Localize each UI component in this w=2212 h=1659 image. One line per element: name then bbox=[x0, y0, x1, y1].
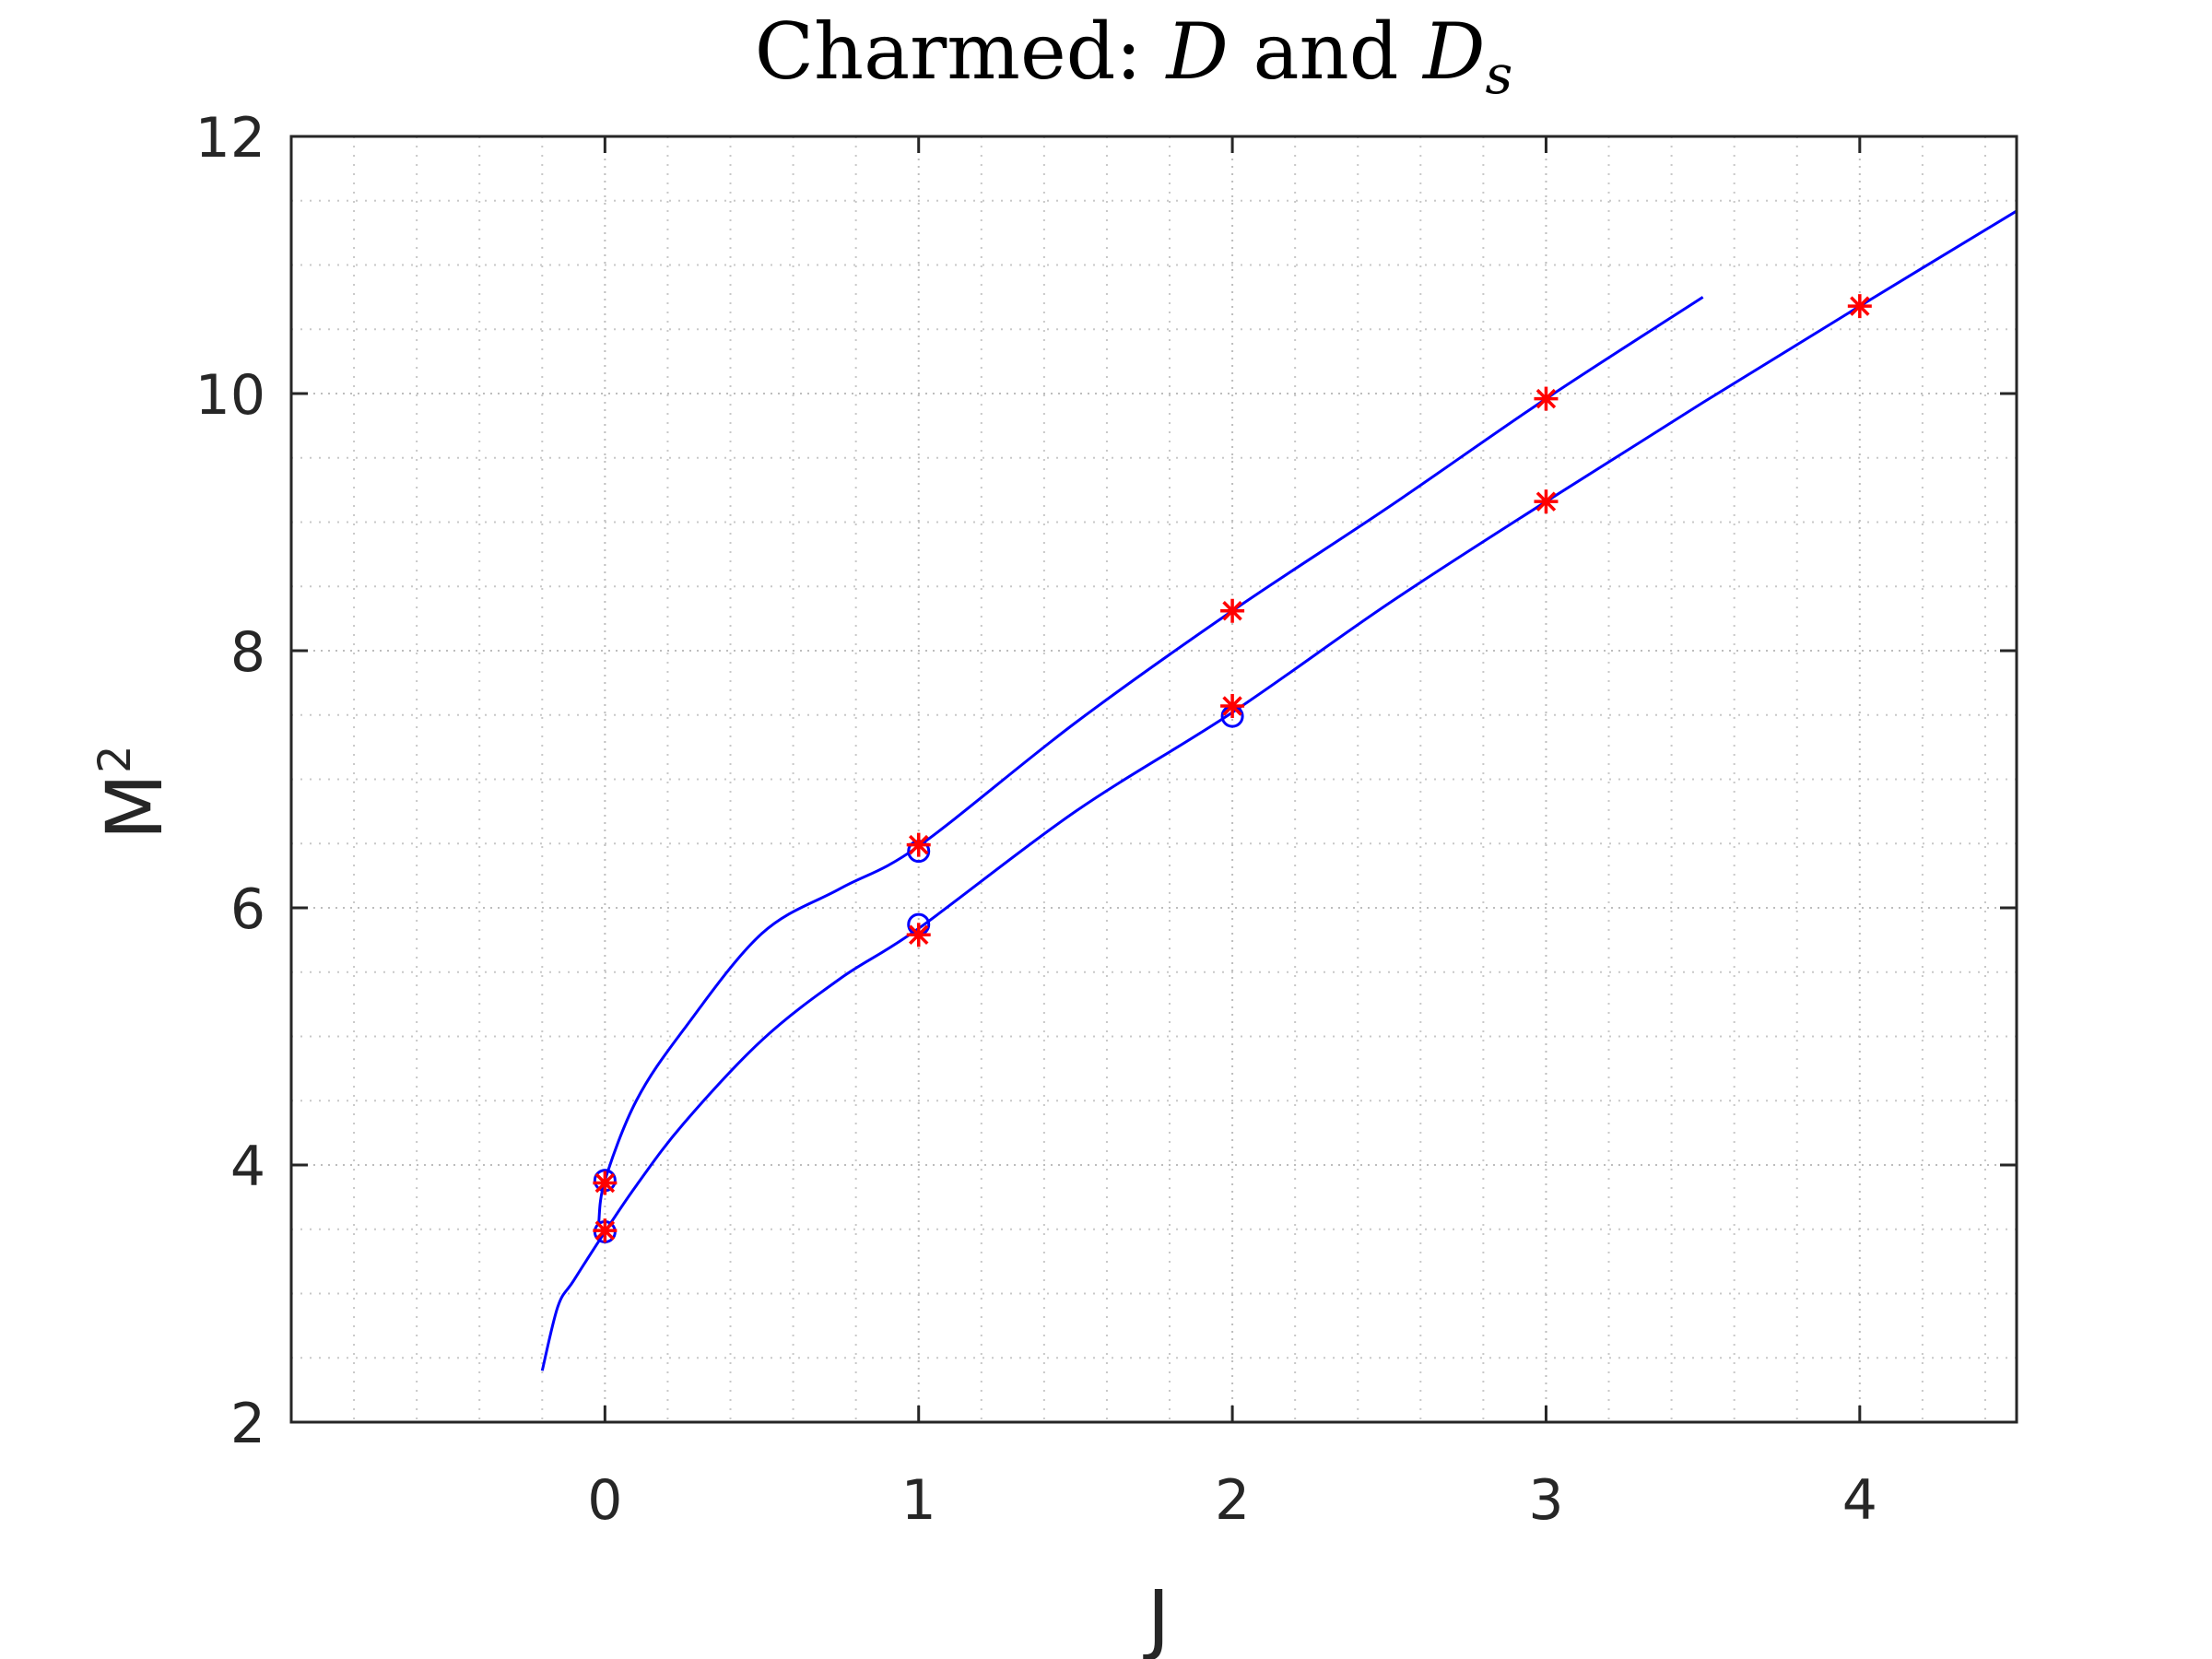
asterisk-marker bbox=[1534, 489, 1559, 514]
asterisk-stroke bbox=[1535, 388, 1557, 409]
title-var-d: D bbox=[1164, 6, 1228, 97]
x-tick-label: 1 bbox=[901, 1468, 936, 1533]
asterisk-stroke bbox=[594, 1220, 616, 1241]
asterisk-marker bbox=[906, 923, 931, 947]
y-axis-label: M2 bbox=[89, 745, 180, 840]
y-tick-label: 2 bbox=[230, 1392, 265, 1456]
fit-curve-1 bbox=[597, 296, 1704, 1223]
asterisk-marker bbox=[906, 832, 931, 857]
x-tick-label: 2 bbox=[1215, 1468, 1250, 1533]
y-axis-label-base: M bbox=[89, 773, 180, 840]
x-axis-label: J bbox=[1143, 1573, 1171, 1659]
fit-curve-2 bbox=[540, 209, 2018, 1371]
fit-curves bbox=[540, 209, 2018, 1371]
title-subscript: s bbox=[1486, 43, 1513, 106]
asterisk-stroke bbox=[908, 834, 929, 855]
asterisk-marker bbox=[1534, 386, 1559, 411]
asterisk-stroke bbox=[1850, 296, 1870, 316]
x-tick-label: 3 bbox=[1528, 1468, 1563, 1533]
title-middle: and bbox=[1229, 6, 1423, 97]
y-axis-label-group: M2 bbox=[89, 745, 180, 840]
y-tick-label: 8 bbox=[230, 620, 265, 685]
plot-frame bbox=[289, 135, 2018, 1424]
asterisk-stroke bbox=[1535, 491, 1557, 512]
grid bbox=[291, 136, 2017, 1422]
x-tick-label: 0 bbox=[587, 1468, 622, 1533]
asterisk-marker bbox=[593, 1171, 618, 1195]
y-tick-label: 6 bbox=[230, 877, 265, 942]
chart-title: Charmed: D and Ds bbox=[755, 6, 1513, 106]
data-points bbox=[593, 294, 1872, 1244]
y-tick-label: 12 bbox=[195, 106, 265, 171]
asterisk-stroke bbox=[1222, 696, 1242, 716]
title-prefix: Charmed: bbox=[755, 6, 1167, 97]
asterisk-marker bbox=[1847, 294, 1872, 319]
asterisk-marker bbox=[1220, 598, 1245, 623]
asterisk-marker bbox=[593, 1218, 618, 1243]
asterisk-stroke bbox=[1222, 601, 1242, 621]
y-axis-label-superscript: 2 bbox=[89, 745, 141, 773]
y-tick-label: 4 bbox=[230, 1135, 265, 1199]
asterisk-stroke bbox=[908, 924, 929, 946]
x-tick-label: 4 bbox=[1842, 1468, 1877, 1533]
title-var-ds: D bbox=[1421, 6, 1485, 97]
asterisk-stroke bbox=[594, 1172, 616, 1194]
asterisk-marker bbox=[1220, 693, 1245, 718]
y-tick-label: 10 bbox=[195, 363, 265, 428]
